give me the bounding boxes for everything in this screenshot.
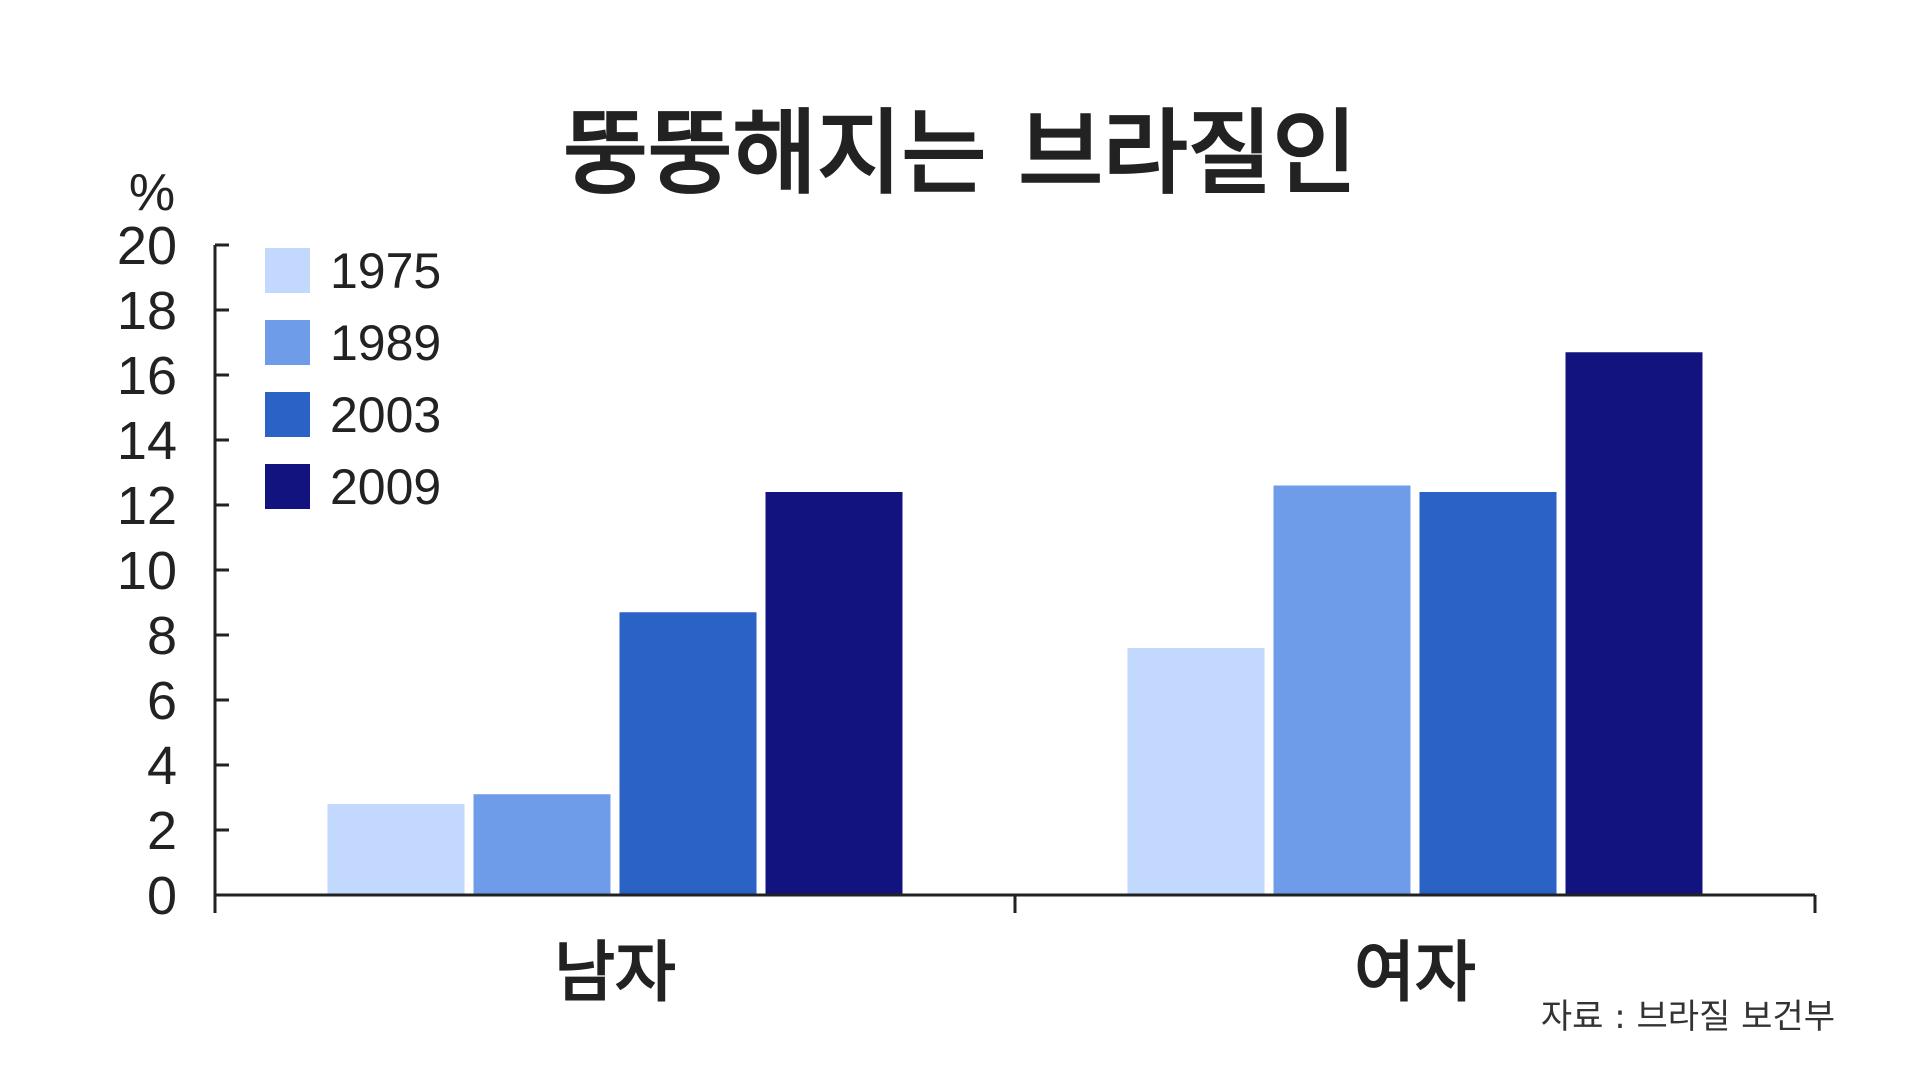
bar-2003-1 — [1419, 492, 1557, 895]
source-note: 자료 : 브라질 보건부 — [1541, 997, 1835, 1037]
x-axis: 남자 여자 — [213, 893, 1817, 1011]
y-tick-label: 20 — [117, 216, 177, 276]
y-axis-unit: % — [129, 164, 175, 222]
y-tick-label: 16 — [117, 346, 177, 406]
y-tick-label: 14 — [117, 411, 177, 471]
bar-1975-0 — [327, 804, 465, 895]
x-category-label: 여자 — [1354, 934, 1475, 1011]
legend-label: 1975 — [330, 243, 441, 299]
y-tick-label: 10 — [117, 541, 177, 601]
y-tick-label: 2 — [147, 801, 177, 861]
legend: 1975 1989 2003 2009 — [265, 243, 441, 515]
y-tick-label: 6 — [147, 671, 177, 731]
bars-group — [327, 352, 1703, 895]
y-tick-label: 0 — [147, 866, 177, 926]
chart-title: 뚱뚱해지는 브라질인 — [563, 100, 1357, 207]
y-tick-label: 12 — [117, 476, 177, 536]
bar-2009-0 — [765, 492, 903, 895]
legend-swatch — [265, 248, 310, 293]
legend-label: 2003 — [330, 387, 441, 443]
bar-2009-1 — [1565, 352, 1703, 895]
legend-label: 2009 — [330, 459, 441, 515]
x-category-label: 남자 — [554, 934, 675, 1011]
y-tick-label: 4 — [147, 736, 177, 796]
bar-1975-1 — [1127, 648, 1265, 895]
legend-swatch — [265, 464, 310, 509]
bar-1989-0 — [473, 794, 611, 895]
legend-label: 1989 — [330, 315, 441, 371]
y-tick-label: 18 — [117, 281, 177, 341]
legend-swatch — [265, 320, 310, 365]
legend-swatch — [265, 392, 310, 437]
y-tick-label: 8 — [147, 606, 177, 666]
bar-2003-0 — [619, 612, 757, 895]
bar-1989-1 — [1273, 485, 1411, 895]
